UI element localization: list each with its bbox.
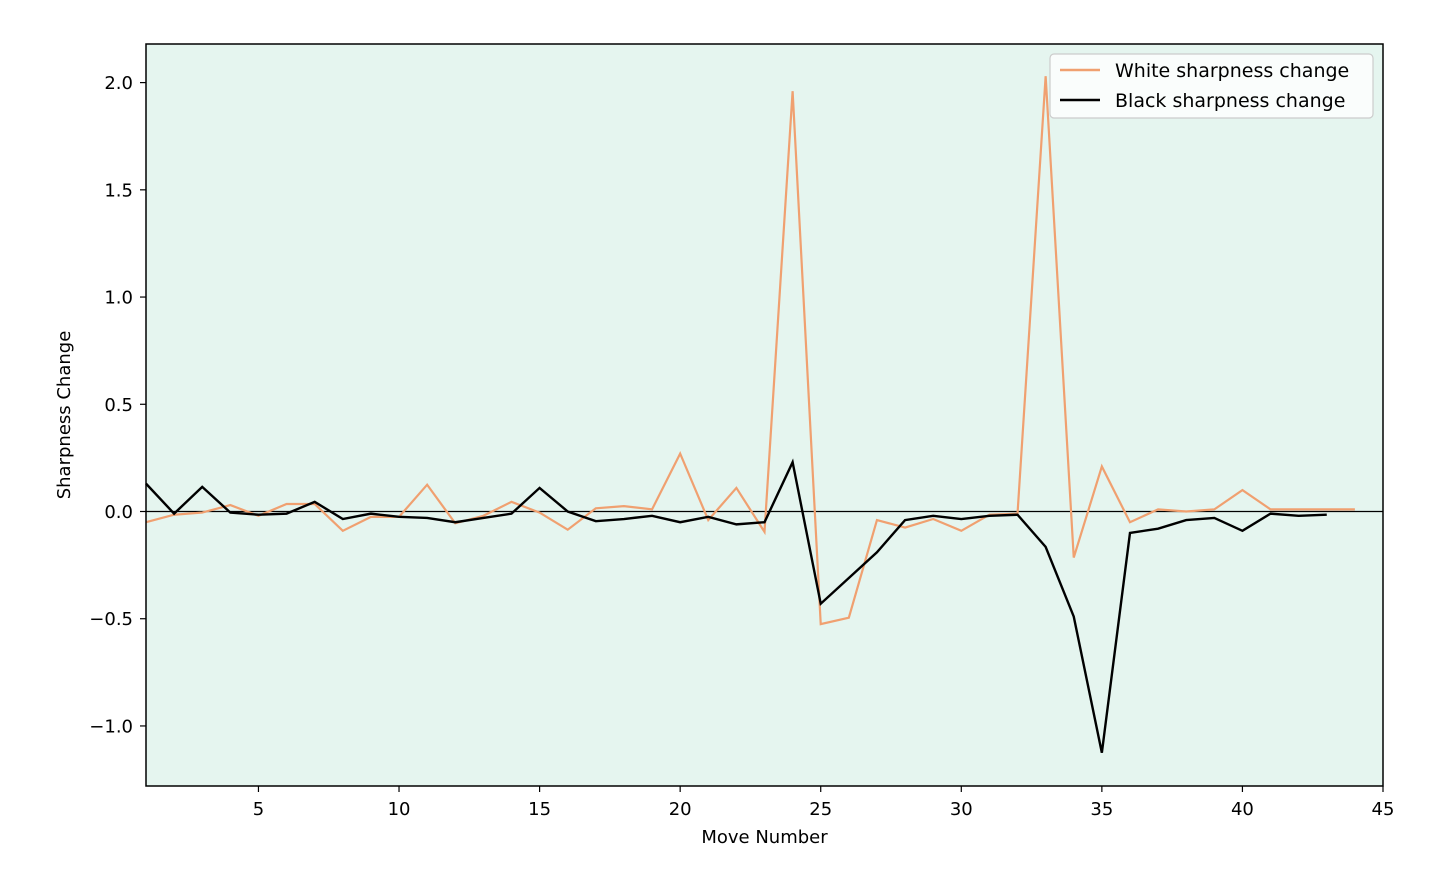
y-tick-label: 0.5 (104, 395, 133, 416)
x-tick-label: 30 (950, 799, 973, 820)
x-tick-label: 10 (388, 799, 411, 820)
y-tick-label: 0.0 (104, 502, 133, 523)
series-line-white (145, 76, 1355, 626)
y-axis-label: Sharpness Change (54, 331, 75, 500)
x-tick-label: 5 (253, 799, 264, 820)
legend-label: White sharpness change (1115, 60, 1349, 82)
legend-label: Black sharpness change (1115, 90, 1345, 112)
y-tick-label: 1.5 (104, 180, 133, 201)
series-layer (145, 76, 1355, 754)
x-tick-label: 20 (669, 799, 692, 820)
x-axis-label: Move Number (701, 827, 828, 848)
x-axis: 5 10 15 20 25 30 35 40 45 (253, 786, 1395, 820)
y-axis: −1.0 −0.5 0.0 0.5 1.0 1.5 2.0 (89, 73, 146, 737)
plot-background (146, 44, 1383, 786)
legend-box (1049, 53, 1374, 119)
x-tick-label: 35 (1090, 799, 1113, 820)
x-tick-label: 15 (528, 799, 551, 820)
x-tick-label: 25 (809, 799, 832, 820)
series-line-black (145, 458, 1327, 754)
plot-frame (145, 43, 1384, 787)
y-tick-label: 2.0 (104, 73, 133, 94)
y-tick-label: 1.0 (104, 288, 133, 309)
x-tick-label: 45 (1372, 799, 1395, 820)
legend: White sharpness change Black sharpness ch… (1049, 53, 1374, 119)
y-tick-label: −0.5 (89, 609, 133, 630)
x-tick-label: 40 (1231, 799, 1254, 820)
y-tick-label: −1.0 (89, 716, 133, 737)
